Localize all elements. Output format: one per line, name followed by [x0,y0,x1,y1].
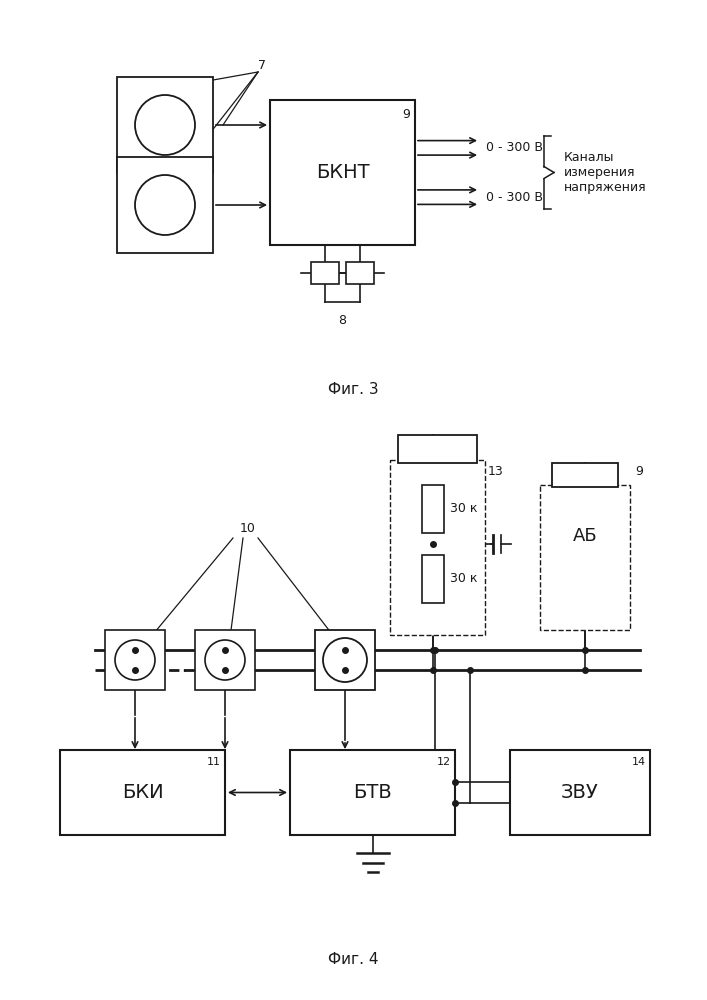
Bar [552,463,618,487]
Text: 11: 11 [207,757,221,767]
Bar [195,630,255,690]
Text: Фиг. 3: Фиг. 3 [327,382,378,397]
Text: БТВ: БТВ [353,783,392,802]
Text: АБ: АБ [573,527,597,545]
Bar [540,485,630,630]
Bar [105,630,165,690]
Bar [117,77,213,173]
Text: 10: 10 [240,522,256,535]
Text: БКИ: БКИ [122,783,163,802]
Bar [390,460,485,635]
Bar [346,262,374,284]
Text: 30 к: 30 к [450,502,478,516]
Bar [311,262,339,284]
Bar [60,750,225,835]
Bar [421,555,443,603]
Text: 0 - 300 В: 0 - 300 В [486,141,543,154]
Text: 9: 9 [402,108,410,121]
Text: 9: 9 [635,465,643,478]
Bar [510,750,650,835]
Text: Фиг. 4: Фиг. 4 [328,952,378,968]
Text: 8: 8 [339,314,346,327]
Text: 30 к: 30 к [450,572,478,585]
Text: 13: 13 [488,465,504,478]
Bar [270,100,415,245]
Bar [315,630,375,690]
Text: 0 - 300 В: 0 - 300 В [486,191,543,204]
Text: Каналы
измерения
напряжения: Каналы измерения напряжения [564,151,647,194]
Bar [421,485,443,533]
Bar [290,750,455,835]
Bar [398,435,477,463]
Text: 14: 14 [632,757,646,767]
Text: ЗВУ: ЗВУ [561,783,599,802]
Bar [117,157,213,253]
Text: БКНТ: БКНТ [316,163,369,182]
Text: 7: 7 [258,59,266,72]
Text: 12: 12 [437,757,451,767]
